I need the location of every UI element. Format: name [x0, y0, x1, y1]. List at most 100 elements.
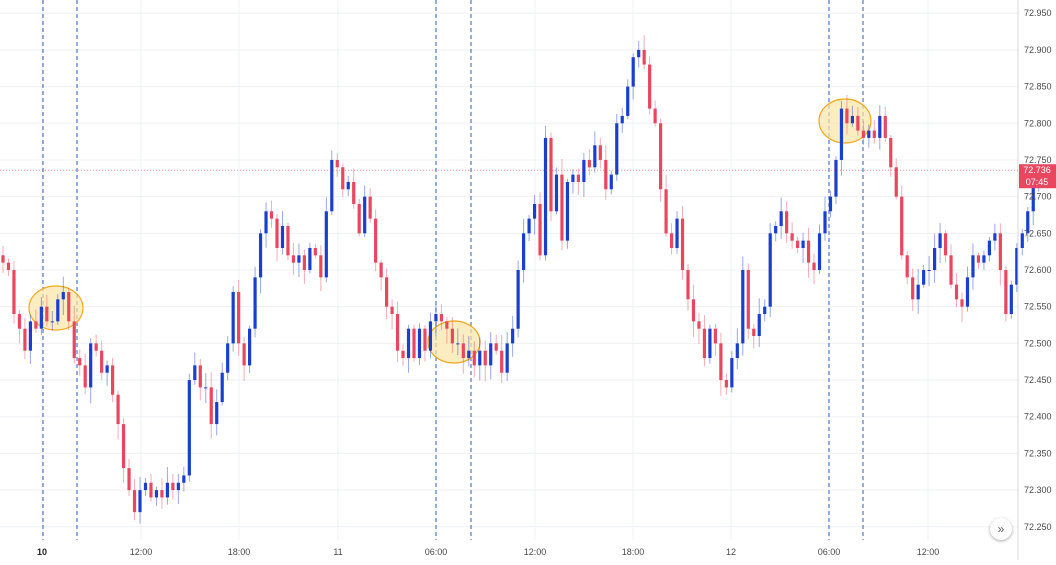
candle-body — [905, 255, 909, 278]
candle-up — [675, 211, 679, 254]
candle-body — [1009, 284, 1013, 315]
grid-lines — [0, 0, 1018, 540]
candle-body — [363, 196, 367, 234]
candle-body — [806, 240, 811, 263]
candle-down — [949, 244, 953, 289]
time-tick-label: 12:00 — [524, 547, 547, 557]
candle-body — [94, 343, 98, 351]
candle-body — [943, 233, 948, 256]
candle-down — [67, 287, 71, 331]
candle-body — [231, 292, 235, 344]
candle-body — [543, 137, 548, 256]
candle-body — [357, 203, 361, 234]
candle-down — [269, 200, 274, 228]
candle-body — [428, 321, 433, 351]
candle-down — [845, 94, 849, 135]
candle-body — [976, 255, 981, 263]
candle-body — [176, 482, 180, 491]
candle-down — [659, 118, 663, 202]
candle-body — [1004, 270, 1008, 315]
candle-down — [943, 230, 948, 263]
last-price-label-bg — [1019, 164, 1056, 189]
candle-body — [215, 402, 219, 425]
candle-down — [576, 168, 580, 195]
candle-up — [965, 266, 970, 312]
candle-body — [609, 174, 613, 190]
candle-body — [319, 255, 323, 278]
candle-up — [220, 362, 224, 406]
last-price-countdown: 07:45 — [1026, 177, 1049, 187]
candle-up — [330, 150, 334, 215]
candle-body — [648, 64, 652, 109]
candle-body — [933, 247, 937, 270]
candle-down — [209, 372, 213, 439]
last-price-value: 72.736 — [1023, 165, 1051, 175]
candle-up — [28, 314, 32, 364]
candle-down — [368, 188, 372, 224]
candle-up — [741, 256, 745, 356]
candle-up — [478, 337, 482, 381]
candle-down — [412, 324, 416, 362]
price-tick-label: 72.250 — [1024, 522, 1052, 532]
candle-body — [406, 328, 411, 359]
candle-up — [176, 474, 180, 505]
price-axis: 72.950 72.900 72.850 72.800 72.750 72.700 72.6… — [1017, 0, 1052, 560]
candle-down — [116, 390, 120, 440]
candle-body — [1015, 247, 1019, 285]
candle-body — [116, 394, 120, 425]
candle-up — [226, 336, 230, 381]
candle-body — [971, 255, 975, 278]
candle-down — [439, 304, 443, 330]
candle-down — [724, 373, 728, 395]
candle-body — [927, 270, 931, 271]
candle-body — [724, 380, 728, 388]
candle-body — [741, 270, 745, 344]
candle-down — [286, 222, 290, 261]
candle-body — [593, 145, 597, 168]
candle-up — [346, 175, 350, 197]
candle-body — [127, 468, 131, 491]
candle-down — [911, 268, 915, 312]
candle-up — [922, 264, 926, 288]
scroll-to-realtime-button[interactable]: » — [990, 518, 1012, 540]
candle-body — [856, 115, 860, 131]
candle-body — [89, 343, 93, 388]
candle-body — [823, 211, 827, 234]
candle-body — [900, 196, 904, 256]
candle-down — [461, 334, 465, 374]
candle-body — [439, 314, 443, 322]
candle-body — [204, 387, 208, 389]
candle-up — [916, 269, 920, 314]
candle-body — [790, 233, 794, 241]
candle-body — [653, 108, 657, 124]
candle-up — [165, 467, 169, 505]
candle-up — [823, 196, 827, 241]
candle-down — [664, 175, 668, 237]
candle-up — [56, 294, 60, 325]
candle-body — [165, 482, 169, 498]
candle-body — [516, 270, 520, 329]
candle-body — [867, 130, 871, 138]
price-tick-label: 72.750 — [1024, 155, 1052, 165]
candle-down — [686, 264, 690, 311]
candle-body — [138, 490, 142, 513]
last-price-marker: 72.736 07:45 — [0, 164, 1056, 189]
candle-up — [417, 323, 422, 365]
candle-body — [889, 137, 893, 168]
candle-body — [571, 174, 575, 182]
candle-body — [839, 108, 844, 160]
candle-down — [291, 243, 296, 275]
time-tick-label: 12:00 — [130, 547, 153, 557]
candle-body — [445, 321, 449, 329]
price-tick-label: 72.800 — [1024, 118, 1052, 128]
candle-body — [494, 343, 498, 351]
candle-body — [182, 475, 186, 483]
candle-body — [861, 130, 865, 138]
candle-body — [50, 321, 54, 323]
candle-body — [746, 270, 750, 329]
candle-body — [730, 358, 734, 388]
candle-body — [532, 203, 537, 219]
candle-up — [231, 286, 235, 352]
candle-down — [861, 121, 865, 145]
candle-down — [1, 245, 5, 274]
